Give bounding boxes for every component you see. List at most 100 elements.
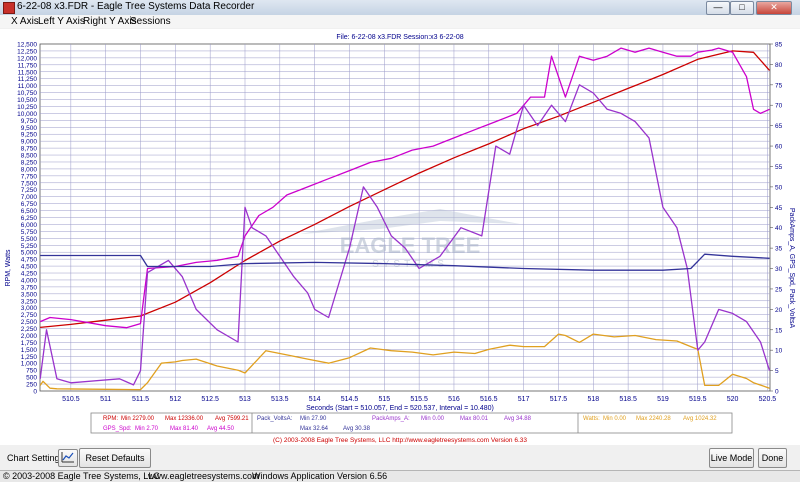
left-tick-label: 4,000 — [21, 277, 38, 284]
x-axis-label: Seconds (Start = 510.057, End = 520.537,… — [306, 405, 494, 412]
chart-panel: File: 6-22-08 x3.FDR Session:x3 6-22-08 … — [0, 29, 800, 445]
x-tick-label: 514 — [309, 396, 321, 403]
x-tick-label: 511.5 — [132, 396, 149, 403]
x-tick-label: 520 — [727, 396, 739, 403]
left-tick-label: 0 — [33, 389, 37, 396]
stat-volts-label: Pack_VoltsA: — [257, 416, 293, 422]
left-tick-label: 10,000 — [17, 111, 37, 118]
left-tick-label: 3,250 — [21, 298, 38, 305]
x-tick-label: 517.5 — [550, 396, 568, 403]
series-line-gps-spd — [39, 47, 770, 329]
chart-icon — [61, 452, 74, 463]
chart-svg[interactable]: File: 6-22-08 x3.FDR Session:x3 6-22-08 … — [0, 29, 800, 445]
watermark-wing — [300, 209, 520, 234]
right-tick-label: 85 — [775, 42, 783, 49]
x-tick-label: 517 — [518, 396, 530, 403]
right-axis-label: PackAmps_A, GPS_Spd, Pack_VoltsA — [788, 208, 795, 329]
x-tick-label: 513.5 — [271, 396, 289, 403]
left-tick-label: 10,500 — [17, 97, 37, 104]
left-tick-label: 6,500 — [21, 208, 38, 215]
stat-volts-max: Max 32.64 — [300, 426, 329, 432]
left-tick-label: 11,000 — [18, 83, 38, 90]
series-line-rpm — [40, 50, 770, 329]
stat-volts-avg: Avg 30.38 — [343, 426, 371, 432]
right-axis: 0 5 10 15 20 25 30 35 40 45 50 55 60 65 70 75 80 85 — [770, 42, 783, 396]
left-tick-label: 5,500 — [21, 236, 38, 243]
left-tick-label: 11,250 — [18, 76, 38, 83]
left-tick-label: 5,750 — [21, 229, 38, 236]
right-tick-label: 30 — [775, 266, 783, 273]
left-tick-label: 2,250 — [21, 326, 38, 333]
app-icon — [3, 2, 15, 14]
left-tick-label: 3,750 — [21, 284, 38, 291]
left-tick-label: 8,500 — [21, 153, 38, 160]
maximize-button[interactable]: □ — [730, 1, 754, 15]
watermark-main: EAGLE TREE — [340, 233, 481, 258]
x-tick-label: 511 — [100, 396, 111, 403]
left-tick-label: 7,750 — [21, 173, 38, 180]
left-tick-label: 6,000 — [21, 222, 38, 229]
status-url: www.eagletreesystems.com — [148, 471, 260, 481]
menu-sessions[interactable]: Sessions — [130, 16, 171, 27]
menu-right-y-axis[interactable]: Right Y Axis — [83, 16, 137, 27]
left-tick-label: 250 — [26, 382, 37, 389]
right-tick-label: 45 — [775, 205, 783, 212]
right-tick-label: 5 — [775, 368, 779, 375]
left-tick-label: 12,500 — [17, 42, 37, 49]
close-button[interactable]: ✕ — [756, 1, 792, 15]
minimize-button[interactable]: — — [706, 1, 730, 15]
left-tick-label: 500 — [26, 375, 37, 382]
chart-header: File: 6-22-08 x3.FDR Session:x3 6-22-08 — [336, 34, 463, 41]
right-tick-label: 10 — [775, 348, 783, 355]
window-titlebar: 6-22-08 x3.FDR - Eagle Tree Systems Data… — [0, 0, 800, 16]
left-tick-label: 1,750 — [21, 340, 38, 347]
x-axis: 510.5 511 511.5 512 512.5 513 513.5 514 514.5 515… — [62, 396, 776, 403]
x-tick-label: 513 — [239, 396, 251, 403]
stat-watts-label: Watts: — [583, 416, 600, 422]
x-tick-label: 519.5 — [689, 396, 707, 403]
right-tick-label: 20 — [775, 307, 783, 314]
left-tick-label: 2,000 — [21, 333, 38, 340]
left-tick-label: 6,250 — [21, 215, 38, 222]
window-title: 6-22-08 x3.FDR - Eagle Tree Systems Data… — [17, 1, 255, 12]
x-tick-label: 516.5 — [480, 396, 498, 403]
right-tick-label: 75 — [775, 82, 783, 89]
stat-amps-min: Min 0.00 — [421, 416, 445, 422]
series-line-watts — [39, 333, 770, 391]
stat-amps-avg: Avg 34.88 — [504, 416, 532, 422]
left-tick-label: 750 — [26, 368, 37, 375]
left-tick-label: 12,250 — [17, 48, 37, 55]
stat-rpm-max: Max 12336.00 — [165, 416, 204, 422]
status-copyright: © 2003-2008 Eagle Tree Systems, LLC — [3, 471, 160, 481]
chart-settings-button[interactable] — [58, 449, 78, 467]
x-tick-label: 518.5 — [619, 396, 637, 403]
x-tick-label: 514.5 — [341, 396, 359, 403]
live-mode-button[interactable]: Live Mode — [709, 448, 754, 468]
left-tick-label: 8,250 — [21, 159, 38, 166]
x-tick-label: 510.5 — [62, 396, 80, 403]
x-tick-label: 516 — [448, 396, 460, 403]
left-tick-label: 10,250 — [17, 104, 37, 111]
x-tick-label: 520.5 — [759, 396, 777, 403]
stat-rpm-min: Min 2279.00 — [121, 416, 155, 422]
status-bar: © 2003-2008 Eagle Tree Systems, LLC www.… — [0, 470, 800, 482]
left-tick-label: 4,750 — [21, 257, 38, 264]
left-tick-label: 2,500 — [21, 319, 38, 326]
left-tick-label: 5,000 — [21, 250, 38, 257]
reset-defaults-button[interactable]: Reset Defaults — [79, 448, 151, 468]
stat-watts-avg: Avg 1024.32 — [683, 416, 717, 422]
left-tick-label: 2,750 — [21, 312, 38, 319]
x-tick-label: 515 — [378, 396, 390, 403]
x-tick-label: 515.5 — [410, 396, 428, 403]
left-tick-label: 10,750 — [17, 90, 37, 97]
left-tick-label: 11,750 — [18, 62, 38, 69]
right-tick-label: 40 — [775, 225, 783, 232]
stat-amps-label: PackAmps_A: — [372, 416, 410, 422]
right-tick-label: 35 — [775, 246, 783, 253]
left-tick-label: 3,000 — [21, 305, 38, 312]
menu-x-axis[interactable]: X Axis — [11, 16, 39, 27]
done-button[interactable]: Done — [758, 448, 787, 468]
x-tick-label: 518 — [587, 396, 599, 403]
right-tick-label: 55 — [775, 164, 783, 171]
menu-left-y-axis[interactable]: Left Y Axis — [38, 16, 85, 27]
